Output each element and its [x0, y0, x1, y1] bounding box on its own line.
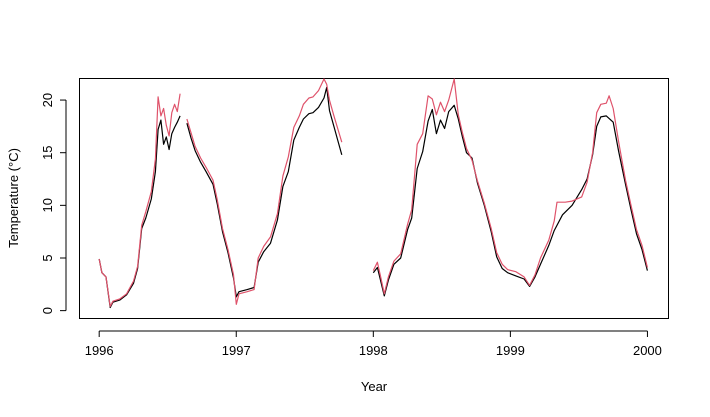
- plot-area-frame: [79, 78, 669, 319]
- x-tick-label: 2000: [633, 343, 662, 358]
- x-tick-label: 1999: [496, 343, 525, 358]
- series-1-segment-0: [98, 93, 181, 307]
- y-tick-label: 5: [40, 254, 55, 261]
- series-1-segment-2: [372, 78, 648, 295]
- y-tick-label: 15: [40, 145, 55, 159]
- y-axis-title: Temperature (°C): [6, 148, 21, 248]
- series-1-segment-1: [186, 78, 343, 305]
- series-0-segment-2: [372, 104, 648, 297]
- x-axis: 1996 1997 1998 1999 2000: [85, 330, 662, 358]
- x-tick-label: 1997: [222, 343, 251, 358]
- y-axis: 0 5 10 15 20: [40, 93, 67, 314]
- series-0-segment-1: [186, 86, 343, 298]
- y-tick-label: 10: [40, 198, 55, 212]
- x-axis-title: Year: [361, 379, 388, 394]
- y-tick-label: 0: [40, 307, 55, 314]
- x-tick-label: 1998: [359, 343, 388, 358]
- x-tick-label: 1996: [85, 343, 114, 358]
- series-1: [98, 78, 648, 307]
- series-layer: [98, 78, 648, 309]
- y-tick-label: 20: [40, 93, 55, 107]
